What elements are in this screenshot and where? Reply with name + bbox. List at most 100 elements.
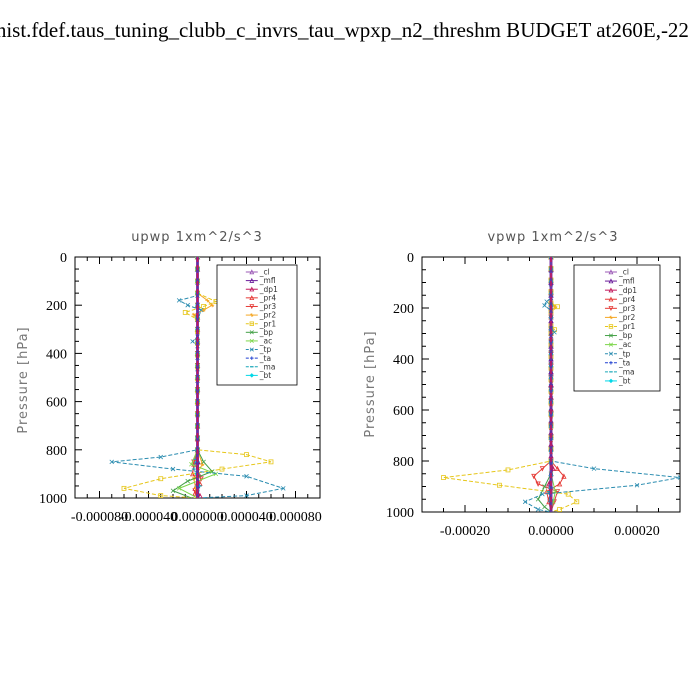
data-point xyxy=(544,299,549,304)
y-tick-label: 600 xyxy=(46,396,67,411)
legend-marker xyxy=(249,338,254,344)
y-tick-label: 600 xyxy=(393,404,414,419)
legend-marker xyxy=(250,356,254,360)
data-point xyxy=(158,493,164,498)
legend-entry: _bp xyxy=(618,331,633,340)
legend-entry: _pr1 xyxy=(259,319,277,328)
data-point xyxy=(185,302,190,308)
legend-entry: _tp xyxy=(618,349,631,358)
y-axis-label: Pressure [hPa] xyxy=(363,330,378,437)
data-point xyxy=(554,465,561,472)
legend-marker xyxy=(249,277,255,283)
data-point xyxy=(185,478,190,484)
data-point xyxy=(522,499,528,505)
legend-entry: _cl xyxy=(618,268,629,277)
data-point xyxy=(574,499,580,505)
x-tick-label: 0.00020 xyxy=(614,524,660,539)
legend-marker xyxy=(249,347,254,352)
legend-entry: _ta xyxy=(259,354,271,363)
series-group xyxy=(109,257,286,498)
data-point xyxy=(539,466,546,472)
series-line-pr1 xyxy=(443,257,578,512)
x-tick-label: -0.000040 xyxy=(120,510,177,525)
y-tick-label: 800 xyxy=(393,455,414,470)
legend-marker xyxy=(249,321,254,326)
data-point xyxy=(158,476,164,482)
data-point xyxy=(561,473,567,479)
y-tick-label: 200 xyxy=(393,302,414,317)
legend-marker xyxy=(608,333,614,338)
legend-marker xyxy=(249,295,255,301)
data-point xyxy=(441,475,446,480)
legend-marker xyxy=(249,269,255,275)
data-point xyxy=(176,298,182,303)
legend-entry: _pr2 xyxy=(618,313,636,322)
legend-marker xyxy=(609,315,613,320)
data-point xyxy=(556,481,563,487)
data-point xyxy=(121,485,127,491)
legend-entry: _pr4 xyxy=(259,293,277,302)
x-tick-label: -0.000080 xyxy=(71,510,128,525)
data-point xyxy=(219,466,225,472)
x-tick-label: 0.000000 xyxy=(171,510,224,525)
data-point xyxy=(198,307,204,313)
data-point xyxy=(244,493,249,498)
data-point xyxy=(191,312,196,317)
series-line-pr3 xyxy=(533,257,559,512)
legend-entry: _ma xyxy=(618,367,635,376)
data-point xyxy=(109,459,115,465)
data-point xyxy=(244,452,249,458)
legend-entry: _pr4 xyxy=(618,295,636,304)
y-tick-label: 1000 xyxy=(39,492,67,507)
data-point xyxy=(182,310,188,315)
legend-marker xyxy=(250,313,254,317)
y-tick-label: 800 xyxy=(46,444,67,459)
legend-marker xyxy=(249,286,255,292)
y-tick-label: 400 xyxy=(393,353,414,368)
data-point xyxy=(244,474,249,479)
legend-box xyxy=(573,264,661,392)
legend-entry: _bt xyxy=(259,371,272,380)
data-point xyxy=(170,466,176,472)
data-point xyxy=(677,475,680,480)
y-axis-label: Pressure [hPa] xyxy=(16,326,31,433)
y-tick-label: 0 xyxy=(407,251,414,266)
data-point xyxy=(201,304,207,309)
y-tick-label: 0 xyxy=(60,251,67,266)
data-point xyxy=(505,467,511,473)
x-tick-label: 0.00000 xyxy=(528,524,574,539)
legend: _cl_mfl_dp1_pr4_pr3_pr2_pr1_bp_ac_tp_ta_… xyxy=(216,264,298,386)
data-point xyxy=(205,298,210,303)
data-point xyxy=(535,507,541,512)
data-point xyxy=(565,491,571,497)
legend-entry: _pr2 xyxy=(259,311,277,320)
data-point xyxy=(189,461,194,467)
data-point xyxy=(557,507,562,512)
legend-entry: _mfl xyxy=(618,277,635,286)
chart-panel-1: upwp 1xm^2/s^3 Pressure [hPa] 0 200 400 600 80… xyxy=(16,230,322,525)
x-tick-label: 0.000080 xyxy=(269,510,322,525)
legend-marker xyxy=(608,269,614,275)
chart-panel-2: vpwp 1xm^2/s^3 Pressure [hPa] 0 200 400 600 80… xyxy=(363,230,681,539)
legend-entry: _dp1 xyxy=(618,286,637,295)
legend-entry: _ac xyxy=(259,337,272,346)
legend-entry: _ta xyxy=(618,358,630,367)
legend: _cl_mfl_dp1_pr4_pr3_pr2_pr1_bp_ac_tp_ta_… xyxy=(573,264,661,392)
data-point xyxy=(158,454,164,460)
data-point xyxy=(176,486,182,491)
legend-marker xyxy=(608,342,614,347)
legend-marker xyxy=(249,330,254,335)
figure-title: thist.fdef.taus_tuning_clubb_c_invrs_tau… xyxy=(0,18,689,42)
legend-entry: _dp1 xyxy=(259,285,278,294)
data-point xyxy=(213,471,219,477)
legend-marker xyxy=(608,351,614,356)
data-point xyxy=(535,481,541,487)
data-point xyxy=(535,496,541,502)
data-point xyxy=(542,484,547,489)
series-group xyxy=(441,257,680,512)
legend-marker xyxy=(608,278,614,284)
legend-entry: _pr3 xyxy=(618,304,636,313)
data-point xyxy=(190,339,195,344)
legend-entry: _mfl xyxy=(259,276,276,285)
